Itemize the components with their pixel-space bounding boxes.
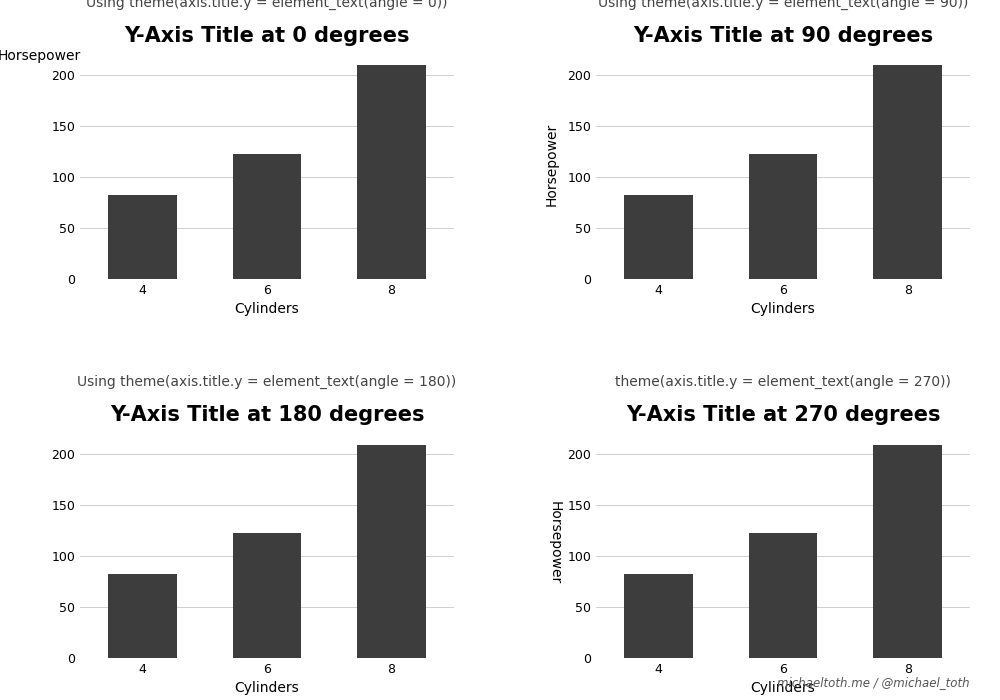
Bar [233, 154, 301, 279]
X-axis label: Cylinders: Cylinders [751, 302, 815, 316]
Bar [624, 574, 693, 658]
Bar [873, 444, 942, 658]
X-axis label: Cylinders: Cylinders [235, 681, 299, 695]
Bar [233, 533, 301, 658]
Y-axis label: Horsepower: Horsepower [548, 501, 562, 584]
Text: Using theme(axis.title.y = element_text(angle = 90)): Using theme(axis.title.y = element_text(… [598, 0, 968, 10]
Bar [624, 195, 693, 279]
Bar [357, 65, 426, 279]
Text: Using theme(axis.title.y = element_text(angle = 0)): Using theme(axis.title.y = element_text(… [86, 0, 448, 10]
Bar [357, 444, 426, 658]
Title: Y-Axis Title at 270 degrees: Y-Axis Title at 270 degrees [626, 405, 940, 425]
Bar [749, 533, 817, 658]
Text: michaeltoth.me / @michael_toth: michaeltoth.me / @michael_toth [777, 676, 970, 690]
Text: theme(axis.title.y = element_text(angle = 270)): theme(axis.title.y = element_text(angle … [615, 375, 951, 389]
Bar [108, 195, 177, 279]
Title: Y-Axis Title at 180 degrees: Y-Axis Title at 180 degrees [110, 405, 424, 425]
Bar [749, 154, 817, 279]
Title: Y-Axis Title at 0 degrees: Y-Axis Title at 0 degrees [124, 26, 410, 46]
Y-axis label: Horsepower: Horsepower [545, 122, 559, 206]
Text: Horsepower: Horsepower [0, 49, 81, 63]
X-axis label: Cylinders: Cylinders [235, 302, 299, 316]
Title: Y-Axis Title at 90 degrees: Y-Axis Title at 90 degrees [633, 26, 933, 46]
Bar [873, 65, 942, 279]
Text: Using theme(axis.title.y = element_text(angle = 180)): Using theme(axis.title.y = element_text(… [77, 375, 457, 389]
X-axis label: Cylinders: Cylinders [751, 681, 815, 695]
Bar [108, 574, 177, 658]
